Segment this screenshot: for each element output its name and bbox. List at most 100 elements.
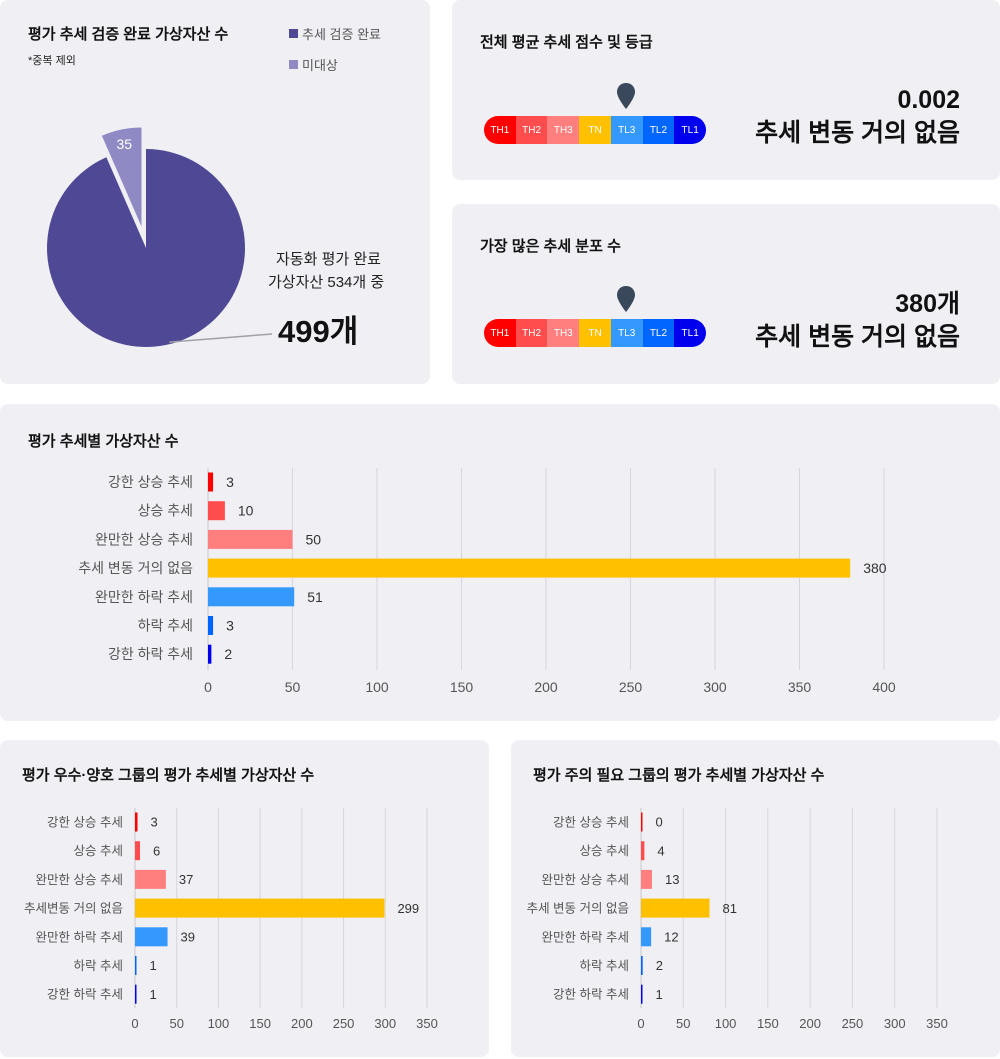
category-label: 추세 변동 거의 없음 [78, 560, 193, 576]
category-label: 상승 추세 [74, 844, 123, 858]
distribution-value: 380개 추세 변동 거의 없음 [755, 288, 960, 354]
bar-value-label: 1 [150, 987, 157, 1002]
category-label: 강한 상승 추세 [553, 816, 629, 830]
category-label: 강한 하락 추세 [553, 988, 629, 1002]
pie-leader-line [169, 333, 273, 343]
bar-value-label: 299 [397, 901, 419, 916]
score-grade-bar: TH1 TH2 TH3 TN TL3 TL2 TL1 [484, 116, 706, 144]
bar-value-label: 4 [657, 843, 664, 858]
bar-value-label: 3 [226, 618, 234, 634]
x-tick-label: 100 [208, 1016, 230, 1031]
bar [641, 956, 643, 975]
x-tick-label: 300 [374, 1016, 396, 1031]
x-tick-label: 0 [131, 1016, 138, 1031]
pie-caption-line2: 가상자산 534개 중 [268, 274, 385, 291]
caution-group-bar-chart: 0 50 100 150 200 250 300 350 강한 상승 추세 0 상승 추세 4 완만한 … [527, 808, 948, 1031]
grade-th2: TH2 [515, 116, 548, 144]
x-tick-label: 100 [365, 679, 389, 695]
bar-value-label: 380 [863, 560, 887, 576]
all-trend-card: 평가 추세별 가상자산 수 0 50 100 150 200 250 300 350 400 강한… [0, 404, 1000, 721]
legend-verified-swatch [289, 29, 298, 38]
pie-card-title: 평가 추세 검증 완료 가상자산 수 [28, 26, 229, 43]
category-label: 하락 추세 [138, 618, 193, 634]
pie-card: 평가 추세 검증 완료 가상자산 수 *중복 제외 추세 검증 완료 미대상 3… [0, 0, 430, 384]
score-value: 0.002 추세 변동 거의 없음 [755, 84, 960, 150]
grade-tl1: TL1 [674, 319, 706, 347]
distribution-grade-bar: TH1 TH2 TH3 TN TL3 TL2 TL1 [484, 319, 706, 347]
bar [208, 644, 212, 664]
pie-chart: 35 [46, 127, 273, 348]
bar [641, 841, 645, 861]
grade-tl3: TL3 [610, 116, 643, 144]
x-tick-label: 50 [676, 1016, 690, 1031]
bar-value-label: 10 [238, 503, 254, 519]
legend-excluded-label: 미대상 [302, 58, 338, 73]
bar-value-label: 37 [179, 872, 193, 887]
bar [641, 927, 652, 947]
bar-value-label: 1 [656, 987, 663, 1002]
x-tick-label: 250 [842, 1016, 864, 1031]
bar-value-label: 39 [181, 929, 195, 944]
all-trend-title: 평가 추세별 가상자산 수 [28, 433, 179, 450]
score-value-number: 0.002 [897, 86, 960, 114]
x-tick-label: 300 [703, 679, 727, 695]
grade-tn: TN [579, 116, 611, 144]
x-tick-label: 150 [450, 679, 474, 695]
x-tick-label: 150 [757, 1016, 779, 1031]
legend-verified-label: 추세 검증 완료 [302, 27, 381, 42]
bar [641, 812, 643, 832]
category-label: 하락 추세 [580, 959, 629, 973]
category-label: 강한 상승 추세 [108, 474, 193, 490]
legend-excluded-swatch [289, 60, 298, 69]
distribution-grade-scale: TH1 TH2 TH3 TN TL3 TL2 TL1 [484, 286, 706, 347]
x-tick-label: 250 [619, 679, 643, 695]
category-label: 강한 하락 추세 [108, 646, 193, 662]
bar [208, 616, 214, 635]
x-tick-label: 250 [333, 1016, 355, 1031]
pie-slice-excluded [101, 127, 142, 227]
score-grade-scale: TH1 TH2 TH3 TN TL3 TL2 TL1 [484, 83, 706, 144]
x-tick-label: 200 [291, 1016, 313, 1031]
category-label: 추세 변동 거의 없음 [527, 902, 629, 916]
pie-slice-excluded-label: 35 [117, 136, 133, 152]
bar-value-label: 2 [656, 958, 663, 973]
pie-slice-verified [46, 149, 245, 348]
category-label: 추세변동 거의 없음 [24, 902, 123, 916]
category-label: 완만한 상승 추세 [36, 873, 123, 887]
good-group-bar-chart: 0 50 100 150 200 250 300 350 강한 상승 추세 3 상승 추세 6 완만한 … [24, 808, 438, 1031]
bar [135, 927, 168, 947]
bar-value-label: 3 [151, 815, 158, 830]
category-label: 하락 추세 [74, 959, 123, 973]
bar [135, 956, 137, 975]
grade-tl2: TL2 [642, 319, 675, 347]
pie-card-note: *중복 제외 [28, 55, 76, 67]
grade-th3: TH3 [547, 116, 580, 144]
bar [641, 984, 643, 1004]
x-tick-label: 150 [249, 1016, 271, 1031]
x-tick-label: 0 [637, 1016, 644, 1031]
score-card-title: 전체 평균 추세 점수 및 등급 [480, 34, 653, 51]
x-tick-label: 100 [715, 1016, 737, 1031]
bar [135, 984, 137, 1004]
distribution-card-title: 가장 많은 추세 분포 수 [480, 238, 621, 255]
bar-value-label: 81 [723, 901, 737, 916]
bar [208, 501, 225, 521]
bar-value-label: 12 [664, 929, 678, 944]
x-tick-label: 200 [534, 679, 558, 695]
grade-tl2: TL2 [642, 116, 675, 144]
bar [135, 812, 138, 832]
caution-group-card: 평가 주의 필요 그룹의 평가 추세별 가상자산 수 0 50 100 150 200 2… [511, 740, 1000, 1057]
good-group-title: 평가 우수·양호 그룹의 평가 추세별 가상자산 수 [22, 767, 315, 784]
location-pin-icon [617, 286, 635, 312]
x-tick-label: 350 [416, 1016, 438, 1031]
bar [208, 472, 214, 492]
distribution-value-number: 380개 [895, 290, 960, 318]
distribution-card: 가장 많은 추세 분포 수 TH1 TH2 TH3 TN TL3 TL2 TL1… [452, 204, 1000, 384]
category-label: 강한 상승 추세 [47, 816, 123, 830]
bar [135, 869, 166, 889]
x-tick-label: 50 [285, 679, 301, 695]
category-label: 완만한 하락 추세 [36, 930, 123, 944]
x-tick-label: 0 [204, 679, 212, 695]
bar [135, 898, 385, 918]
